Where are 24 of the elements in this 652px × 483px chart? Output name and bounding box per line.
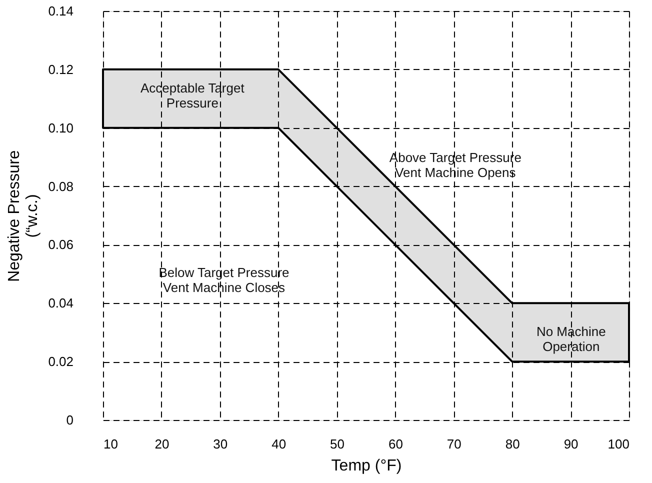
x-tick-label: 60 [388, 436, 403, 452]
y-tick-label: 0.08 [48, 178, 74, 194]
y-tick-label: 0.04 [48, 296, 74, 311]
x-axis-title: Temp (°F) [331, 458, 402, 474]
y-axis-title: Negative Pressure (“w.c.) [6, 150, 42, 282]
x-tick-label: 20 [154, 436, 170, 452]
x-tick-label: 100 [608, 436, 630, 452]
y-tick-label: 0.10 [48, 120, 74, 136]
annotation: No Machine Operation [536, 324, 606, 354]
y-tick-label: 0 [66, 412, 74, 428]
y-tick-label: 0.14 [48, 4, 74, 18]
x-tick-label: 40 [272, 436, 286, 452]
annotation: Above Target Pressure Vent Machine Opens [389, 150, 522, 180]
x-tick-label: 10 [104, 436, 118, 452]
y-tick-label: 0.02 [48, 354, 74, 370]
y-tick-label: 0.06 [48, 237, 74, 252]
annotation: Acceptable Target Pressure [140, 80, 245, 111]
annotation: Below Target Pressure Vent Machine Closes [158, 264, 290, 295]
x-tick-label: 50 [330, 436, 345, 452]
y-tick-label: 0.12 [48, 62, 74, 77]
x-tick-label: 30 [213, 436, 228, 452]
x-tick-label: 80 [505, 436, 520, 452]
x-tick-label: 90 [564, 436, 578, 452]
x-tick-label: 70 [446, 436, 462, 452]
